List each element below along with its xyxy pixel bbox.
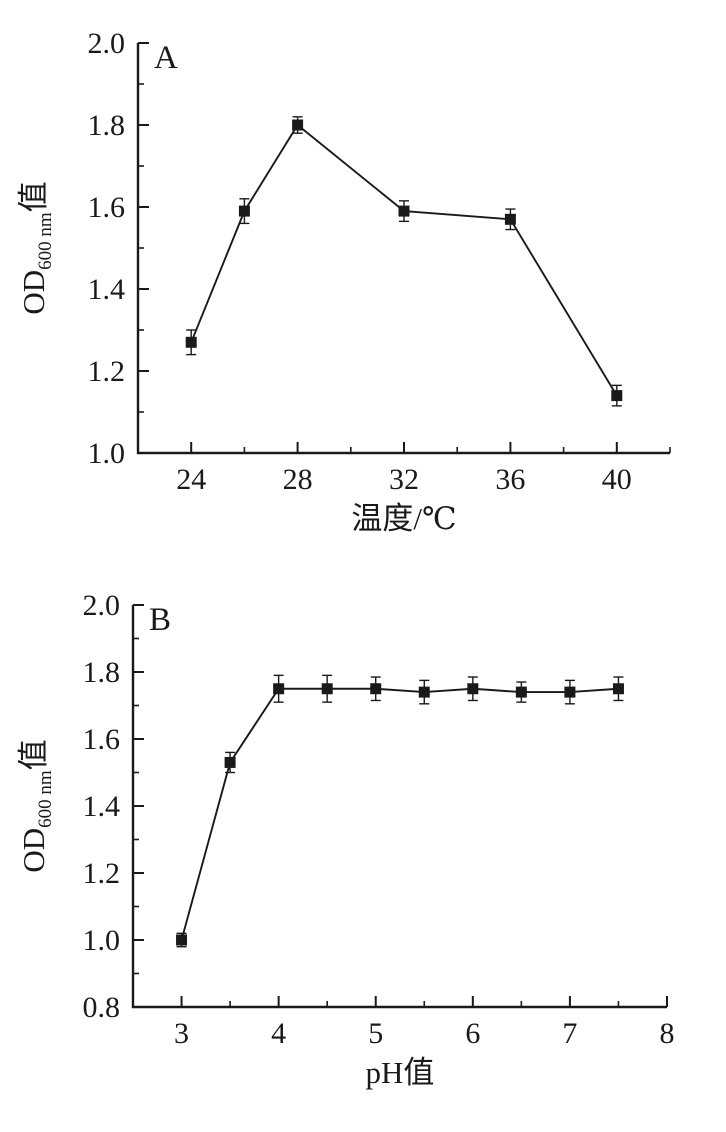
x-axis-tick-label: 28 — [283, 463, 313, 496]
y-axis-tick-label: 1.8 — [88, 109, 126, 142]
y-axis-tick-label: 1.0 — [83, 924, 121, 957]
data-point — [611, 390, 623, 402]
x-axis-tick-label: 24 — [176, 463, 206, 496]
x-axis-tick-label: 7 — [562, 1017, 577, 1050]
y-axis-tick-label: 1.4 — [83, 790, 121, 823]
data-line — [180, 687, 619, 941]
y-axis-tick-label: 1.6 — [88, 191, 126, 224]
x-axis-tick-label: 40 — [602, 463, 632, 496]
x-axis-tick-label: 3 — [174, 1017, 189, 1050]
x-axis-tick-label: 5 — [368, 1017, 383, 1050]
y-axis-tick-label: 1.2 — [83, 857, 121, 890]
axis-lines — [131, 605, 667, 1009]
temperature-chart: 1.0 1.2 1.4 1.6 1.8 2.0 24 28 32 36 40 温度/℃ OD600 nm… — [16, 27, 671, 536]
x-axis-tick-label: 36 — [495, 463, 525, 496]
y-axis-tick-label: 1.8 — [83, 656, 121, 689]
x-axis-tick-label: 4 — [271, 1017, 286, 1050]
x-axis-tick-label: 8 — [660, 1017, 675, 1050]
data-line — [190, 123, 618, 397]
y-axis-title: OD600 nm值 — [16, 739, 56, 872]
data-point — [515, 686, 527, 698]
data-point — [238, 205, 250, 217]
data-point — [467, 683, 479, 695]
ph-chart: 0.8 1.0 1.2 1.4 1.6 1.8 2.0 3 4 5 6 7 8 pH值 OD600 nm值 B — [16, 589, 675, 1090]
data-point — [504, 213, 516, 225]
y-axis-title: OD600 nm值 — [16, 181, 56, 314]
temperature-chart-figure: 1.0 1.2 1.4 1.6 1.8 2.0 24 28 32 36 40 温度/℃ OD600 nm… — [0, 0, 726, 565]
x-axis-tick-label: 32 — [389, 463, 419, 496]
data-point — [418, 686, 430, 698]
data-point — [321, 683, 333, 695]
data-point — [292, 119, 304, 131]
data-point — [370, 683, 382, 695]
y-axis-tick-label: 1.0 — [88, 437, 126, 470]
data-point — [176, 934, 188, 946]
y-axis-tick-label: 1.2 — [88, 355, 126, 388]
y-axis-tick-label: 1.4 — [88, 273, 126, 306]
panel-label: A — [154, 40, 178, 76]
x-axis-title: pH值 — [366, 1055, 435, 1090]
data-point — [273, 683, 285, 695]
ph-chart-figure: 0.8 1.0 1.2 1.4 1.6 1.8 2.0 3 4 5 6 7 8 pH值 OD600 nm值 B — [0, 565, 726, 1132]
y-axis-tick-label: 2.0 — [88, 27, 126, 60]
x-axis-title: 温度/℃ — [351, 501, 456, 536]
data-point — [185, 336, 197, 348]
x-axis-tick-label: 6 — [465, 1017, 480, 1050]
y-axis-tick-label: 0.8 — [83, 991, 121, 1024]
axis-lines — [136, 43, 670, 455]
data-point — [224, 756, 236, 768]
y-axis-tick-label: 2.0 — [83, 589, 121, 622]
data-point — [398, 205, 410, 217]
y-axis-tick-label: 1.6 — [83, 723, 121, 756]
panel-label: B — [149, 602, 171, 638]
data-point — [612, 683, 624, 695]
data-point — [564, 686, 576, 698]
